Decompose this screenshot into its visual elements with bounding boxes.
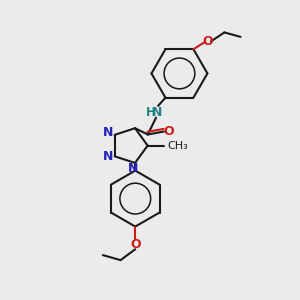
Text: N: N	[128, 162, 139, 175]
Text: O: O	[130, 238, 141, 251]
Text: N: N	[103, 150, 113, 164]
Text: O: O	[202, 35, 213, 48]
Text: N: N	[103, 126, 113, 139]
Text: O: O	[163, 125, 174, 138]
Text: CH₃: CH₃	[167, 141, 188, 151]
Text: H: H	[146, 106, 156, 119]
Text: N: N	[152, 106, 162, 119]
